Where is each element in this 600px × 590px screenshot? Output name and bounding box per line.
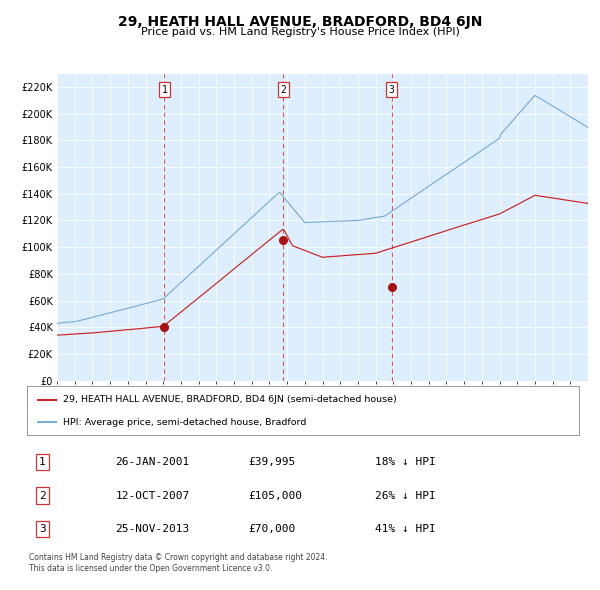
Text: £39,995: £39,995 (248, 457, 295, 467)
Text: 29, HEATH HALL AVENUE, BRADFORD, BD4 6JN: 29, HEATH HALL AVENUE, BRADFORD, BD4 6JN (118, 15, 482, 29)
Text: 2: 2 (280, 85, 286, 95)
Text: 26-JAN-2001: 26-JAN-2001 (115, 457, 190, 467)
Text: £105,000: £105,000 (248, 491, 302, 500)
Text: 2: 2 (39, 491, 46, 500)
Text: 3: 3 (39, 525, 46, 534)
Text: 1: 1 (39, 457, 46, 467)
Text: 12-OCT-2007: 12-OCT-2007 (115, 491, 190, 500)
Text: 26% ↓ HPI: 26% ↓ HPI (375, 491, 436, 500)
Text: HPI: Average price, semi-detached house, Bradford: HPI: Average price, semi-detached house,… (63, 418, 306, 427)
Text: 25-NOV-2013: 25-NOV-2013 (115, 525, 190, 534)
Text: 41% ↓ HPI: 41% ↓ HPI (375, 525, 436, 534)
Text: Contains HM Land Registry data © Crown copyright and database right 2024.
This d: Contains HM Land Registry data © Crown c… (29, 553, 328, 573)
Text: 1: 1 (161, 85, 167, 95)
Text: Price paid vs. HM Land Registry's House Price Index (HPI): Price paid vs. HM Land Registry's House … (140, 27, 460, 37)
Text: 29, HEATH HALL AVENUE, BRADFORD, BD4 6JN (semi-detached house): 29, HEATH HALL AVENUE, BRADFORD, BD4 6JN… (63, 395, 397, 404)
Text: 3: 3 (389, 85, 394, 95)
Text: 18% ↓ HPI: 18% ↓ HPI (375, 457, 436, 467)
Text: £70,000: £70,000 (248, 525, 295, 534)
